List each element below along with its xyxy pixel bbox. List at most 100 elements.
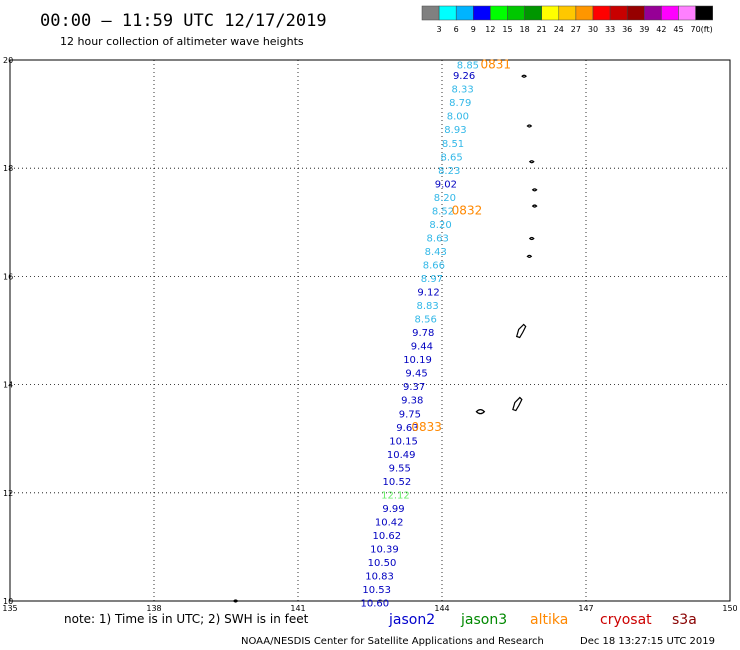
swh-label: 10.50	[368, 558, 397, 569]
satellite-jason2: jason2	[388, 612, 435, 628]
chart-title: 00:00 – 11:59 UTC 12/17/2019	[40, 11, 327, 31]
colorbar-swatch	[438, 5, 457, 21]
swh-label: 8.33	[452, 85, 474, 96]
swh-label: 10.53	[362, 585, 391, 596]
x-tick-label: 141	[290, 604, 305, 613]
colorbar-swatch	[490, 5, 508, 21]
swh-label: 10.83	[365, 572, 394, 583]
swh-label: 10.39	[370, 545, 399, 556]
colorbar-label: 12	[485, 25, 495, 34]
colorbar-label: (ft)	[701, 25, 713, 34]
swh-label: 10.49	[387, 450, 416, 461]
pass-time-label: 0831	[480, 57, 511, 71]
island-outline	[528, 236, 535, 241]
swh-label: 8.66	[423, 260, 445, 271]
island-outline	[232, 599, 239, 603]
axis-tick-labels: 135 138 141 144 147 150 10 12 14 16 18 20	[2, 56, 737, 613]
colorbar-swatch	[524, 5, 542, 21]
swh-label: 9.12	[417, 288, 439, 299]
swh-label: 10.42	[375, 517, 404, 528]
y-tick-label: 12	[3, 489, 13, 498]
colorbar-swatch	[575, 5, 594, 21]
swh-label: 8.23	[438, 166, 460, 177]
pass-time-labels: 0831 0832 0833	[411, 57, 511, 433]
swh-label: 8.43	[425, 247, 447, 258]
footer-note: note: 1) Time is in UTC; 2) SWH is in fe…	[64, 612, 309, 626]
colorbar-swatch	[609, 5, 628, 21]
y-tick-label: 16	[3, 272, 13, 281]
island-outline	[531, 204, 538, 208]
colorbar-label: 21	[537, 25, 547, 34]
swh-label: 8.20	[434, 193, 456, 204]
colorbar-swatch	[507, 5, 525, 21]
pass-time-label: 0832	[452, 203, 483, 217]
swh-label: 8.83	[416, 301, 438, 312]
swh-label: 8.56	[415, 315, 437, 326]
x-tick-label: 138	[146, 604, 161, 613]
swh-label: 8.63	[427, 233, 449, 244]
colorbar-label: 9	[471, 25, 476, 34]
swh-label: 9.38	[401, 396, 423, 407]
satellite-altika: altika	[530, 612, 568, 628]
colorbar-swatch	[558, 5, 577, 21]
swh-label: 8.85	[457, 60, 479, 71]
colorbar-label: 42	[656, 25, 666, 34]
swh-label: 10.60	[360, 599, 389, 610]
map-grid	[9, 59, 731, 602]
swh-label: 8.52	[432, 206, 454, 217]
swh-label: 10.15	[389, 436, 418, 447]
swh-label: 8.51	[442, 139, 464, 150]
swh-label: 9.02	[435, 179, 457, 190]
island-outline	[526, 124, 533, 128]
swh-label: 9.75	[399, 409, 421, 420]
colorbar-swatch	[695, 5, 713, 21]
colorbar-label: 27	[571, 25, 581, 34]
swh-label: 8.00	[447, 112, 469, 123]
swh-label: 8.97	[421, 274, 443, 285]
island-outlines	[232, 74, 538, 603]
swh-label: 9.45	[405, 369, 427, 380]
colorbar-label: 36	[622, 25, 632, 34]
x-tick-label: 147	[578, 604, 593, 613]
swh-label: 8.65	[440, 152, 462, 163]
colorbar-label: 15	[502, 25, 512, 34]
timestamp-text: Dec 18 13:27:15 UTC 2019	[580, 636, 715, 647]
island-outline	[531, 188, 538, 192]
colorbar-swatch	[541, 5, 560, 21]
colorbar-label: 6	[454, 25, 459, 34]
y-tick-label: 14	[3, 381, 13, 390]
plot-frame	[9, 59, 731, 602]
colorbar-label: 39	[639, 25, 649, 34]
colorbar-label: 30	[588, 25, 598, 34]
island-outline	[521, 74, 527, 78]
colorbar-legend: 3 6 9 12 15 18 21 24 27 30 33 36 39 42 45 70 (ft)	[421, 5, 713, 34]
colorbar-swatch	[626, 5, 645, 21]
y-tick-label: 10	[3, 597, 13, 606]
island-outline	[512, 396, 523, 412]
satellite-s3a: s3a	[672, 612, 697, 628]
chart-subtitle: 12 hour collection of altimeter wave hei…	[60, 35, 304, 48]
swh-label: 10.19	[403, 355, 432, 366]
swh-label: 9.55	[389, 463, 411, 474]
swh-label: 9.37	[403, 382, 425, 393]
colorbar-label: 18	[520, 25, 530, 34]
colorbar-label: 70	[691, 25, 701, 34]
colorbar-label: 45	[673, 25, 683, 34]
swh-label: 9.99	[382, 504, 404, 515]
swh-label: 9.44	[411, 342, 433, 353]
colorbar-label: 33	[605, 25, 615, 34]
x-tick-label: 150	[722, 604, 737, 613]
colorbar-swatch	[644, 5, 662, 21]
credit-text: NOAA/NESDIS Center for Satellite Applica…	[241, 636, 544, 647]
swh-label: 9.26	[453, 71, 475, 82]
satellite-cryosat: cryosat	[600, 612, 652, 628]
swh-label: 12.12	[381, 490, 410, 501]
colorbar-swatch	[455, 5, 474, 21]
swh-label: 9.78	[412, 328, 434, 339]
swh-label: 9.63	[396, 423, 418, 434]
colorbar-swatch	[473, 5, 491, 21]
island-outline	[528, 160, 535, 164]
satellite-jason3: jason3	[460, 612, 507, 628]
island-outline	[526, 254, 533, 258]
